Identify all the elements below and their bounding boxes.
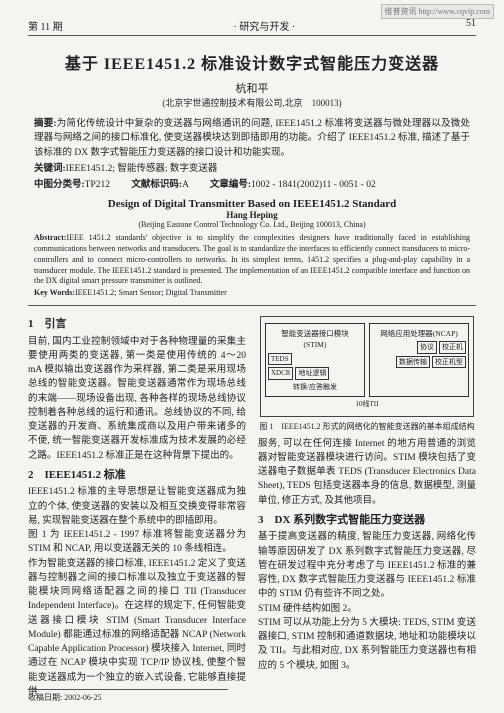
doc-code-value: A: [182, 180, 188, 190]
section-1-heading: 1 引言: [28, 316, 246, 333]
section-2-heading: 2 IEEE1451.2 标准: [28, 467, 246, 484]
section-3-paragraph-1: 基于提高变送器的精度, 智能压力变送器, 网络化传输等原因研发了 DX 系列数字…: [258, 530, 476, 601]
section-1-paragraph: 目前, 国内工业控制领域中对于各种物理量的采集主要使用两类的变送器, 第一类是使…: [28, 335, 246, 463]
figure-1-caption: 图 1 IEEE1451.2 形式的网络化的智能变送器的基本组成结构: [258, 421, 476, 433]
figure-1: 智能变送器接口模块 (STIM) TEDS XDCR 地址逻辑 转换/应答触发 …: [260, 316, 474, 417]
affiliation-cn: (北京宇世通控制技术有限公司,北京 100013): [28, 96, 476, 109]
keywords-cn-text: IEEE1451.2; 智能传感器; 数字变送器: [66, 164, 218, 174]
fig1-ncap-box: 网络应用处理器(NCAP) 协议 校正机 数据传输 校正机型: [369, 323, 469, 397]
doc-code-label: 文献标识码:: [131, 180, 182, 190]
fig1-model: 校正机型: [432, 356, 466, 369]
article-title-en: Design of Digital Transmitter Based on I…: [28, 198, 476, 210]
keywords-en: Key Words:IEEE1451.2; Smart Sensor; Digi…: [34, 288, 470, 299]
classification-line: 中图分类号:TP212 文献标识码:A 文章编号:1002 - 1841(200…: [34, 178, 470, 192]
article-title-cn: 基于 IEEE1451.2 标准设计数字式智能压力变送器: [28, 50, 476, 74]
fig1-bus-label: 10线TII: [265, 399, 469, 410]
fig1-xdcr: XDCR: [268, 367, 293, 380]
abstract-cn-text: 为简化传统设计中复杂的变送器与网络通讯的问题, IEEE1451.2 标准将变送…: [34, 119, 470, 158]
fig1-conv: 转换/应答触发: [268, 382, 362, 393]
section-2-paragraph-2: 图 1 为 IEEE1451.2 - 1997 标准将智能变送器分为 STIM …: [28, 528, 246, 557]
fig1-addr: 地址逻辑: [295, 367, 329, 380]
clc-value: TP212: [85, 180, 110, 190]
section-2-paragraph-1: IEEE1451.2 标准的主导思想是让智能变送器成为独立的个体, 使变送器的安…: [28, 485, 246, 528]
issue-number: 第 11 期: [28, 18, 63, 33]
received-date: 收稿日期: 2002-06-25: [28, 689, 228, 703]
abstract-en-label: Abstract:: [34, 233, 66, 242]
keywords-en-label: Key Words:: [34, 288, 75, 297]
watermark-url: 维普资讯 http://www.cqvip.com: [381, 4, 494, 19]
fig1-teds: TEDS: [268, 353, 292, 366]
page: 维普资讯 http://www.cqvip.com 第 11 期 · 研究与开发…: [0, 0, 504, 713]
section-label: · 研究与开发 ·: [233, 18, 295, 33]
fig1-ncap-label: 网络应用处理器(NCAP): [372, 328, 466, 339]
fig1-stim-label: 智能变送器接口模块 (STIM): [268, 328, 362, 351]
fig1-stim-box: 智能变送器接口模块 (STIM) TEDS XDCR 地址逻辑 转换/应答触发: [265, 323, 365, 397]
keywords-en-text: IEEE1451.2; Smart Sensor; Digital Transm…: [75, 288, 227, 297]
left-column: 1 引言 目前, 国内工业控制领域中对于各种物理量的采集主要使用两类的变送器, …: [28, 312, 246, 699]
author-cn: 杭和平: [28, 80, 476, 96]
clc-label: 中图分类号:: [34, 180, 85, 190]
right-column: 智能变送器接口模块 (STIM) TEDS XDCR 地址逻辑 转换/应答触发 …: [258, 312, 476, 699]
keywords-cn: 关键词:IEEE1451.2; 智能传感器; 数字变送器: [34, 162, 470, 176]
fig1-proto: 协议: [417, 341, 437, 354]
page-number: 51: [466, 18, 476, 33]
abstract-en: Abstract:IEEE 1451.2 standards' objectiv…: [34, 233, 470, 287]
section-3-heading: 3 DX 系列数字式智能压力变送器: [258, 512, 476, 529]
divider: [28, 305, 476, 306]
abstract-en-text: IEEE 1451.2 standards' objective is to s…: [34, 233, 470, 285]
article-id-label: 文章编号:: [210, 180, 251, 190]
abstract-cn: 摘要:为简化传统设计中复杂的变送器与网络通讯的问题, IEEE1451.2 标准…: [34, 117, 470, 160]
affiliation-en: (Beijing Eastone Control Technology Co. …: [28, 220, 476, 229]
abstract-cn-label: 摘要:: [34, 119, 57, 129]
fig1-data-transfer: 数据传输: [396, 356, 430, 369]
running-header: 第 11 期 · 研究与开发 · 51: [28, 18, 476, 36]
section-2-paragraph-3: 作为智能变送器的接口标准, IEEE1451.2 定义了变送器与控制器之间的接口…: [28, 557, 246, 700]
section-3-paragraph-2: STIM 硬件结构如图 2。: [258, 602, 476, 616]
keywords-cn-label: 关键词:: [34, 164, 66, 174]
section-3-paragraph-3: STIM 可以从功能上分为 5 大模块: TEDS, STIM 变送器接口, S…: [258, 616, 476, 673]
author-en: Hang Heping: [28, 210, 476, 220]
article-id-value: 1002 - 1841(2002)11 - 0051 - 02: [251, 180, 376, 190]
two-column-body: 1 引言 目前, 国内工业控制领域中对于各种物理量的采集主要使用两类的变送器, …: [28, 312, 476, 699]
fig1-correction: 校正机: [439, 341, 466, 354]
right-paragraph-1: 服务, 可以在任何连接 Internet 的地方用普通的浏览器对智能变送器模块进…: [258, 437, 476, 508]
